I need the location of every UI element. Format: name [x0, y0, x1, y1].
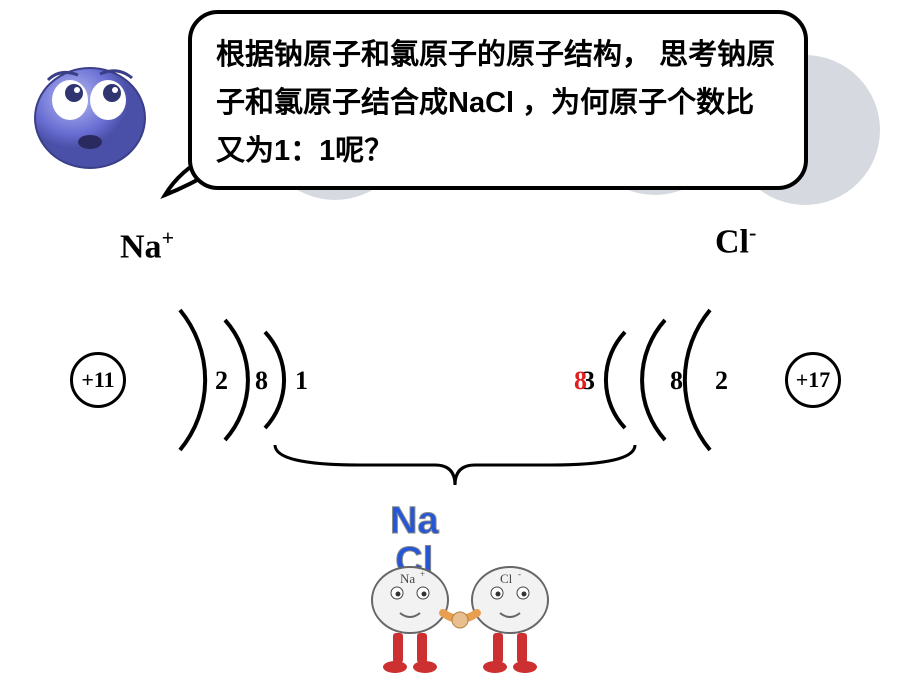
na-shell-3: 1	[295, 366, 308, 396]
curly-brace	[265, 440, 645, 500]
chlorine-ion-label: Cl-	[715, 220, 756, 261]
na-nucleus: +11	[70, 352, 126, 408]
sodium-atom-diagram: +11 2 8 1	[70, 310, 370, 450]
speech-line-1: 根据钠原子和氯原子的原子结构，	[216, 39, 651, 71]
na-symbol: Na	[120, 228, 162, 265]
chlorine-atom-diagram: +17 3 8 8 2	[540, 310, 860, 450]
speech-bubble: 根据钠原子和氯原子的原子结构， 思考钠原子和氯原子结合成NaCl ，为何原子个数…	[188, 10, 808, 190]
na-shell-2: 8	[255, 366, 268, 396]
cl-nucleus-charge: +17	[796, 367, 831, 393]
cl-shell-inner: 2	[715, 366, 728, 396]
na-charge: +	[162, 225, 175, 250]
na-nucleus-charge: +11	[81, 367, 114, 393]
svg-text:+: +	[420, 569, 425, 579]
cl-nucleus: +17	[785, 352, 841, 408]
na-shells-arcs	[130, 300, 350, 460]
nacl-na: Na	[390, 500, 439, 542]
cl-charge: -	[749, 220, 756, 245]
na-cl-cartoon-icon: Na + Cl -	[345, 555, 575, 685]
na-shell-1: 2	[215, 366, 228, 396]
thinking-face-icon	[30, 60, 150, 170]
cl-symbol: Cl	[715, 223, 749, 260]
svg-text:Na: Na	[400, 571, 415, 586]
svg-text:-: -	[518, 569, 521, 579]
cl-shell-mid: 8	[670, 366, 683, 396]
svg-text:Cl: Cl	[500, 571, 513, 586]
sodium-ion-label: Na+	[120, 225, 174, 266]
cl-shell-outer-red: 8	[574, 366, 587, 396]
